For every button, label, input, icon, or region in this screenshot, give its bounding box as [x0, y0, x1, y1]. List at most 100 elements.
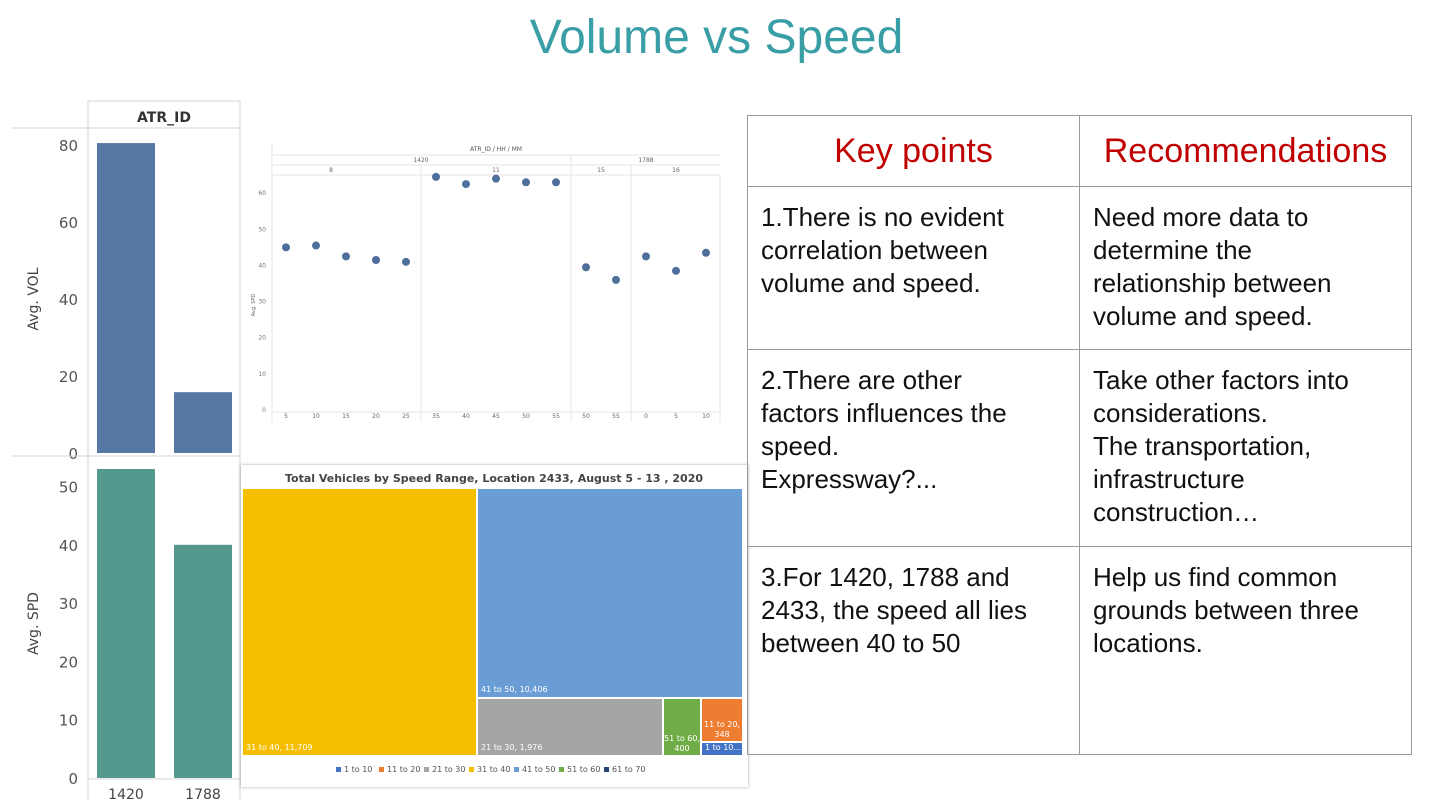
bar-1788 [174, 544, 232, 778]
scatter-point [402, 257, 410, 266]
y-tick-label: 50 [59, 478, 78, 496]
scatter-x-tick: 55 [612, 413, 620, 420]
scatter-y-tick: 0 [262, 407, 266, 414]
scatter-hh-label: 16 [672, 167, 680, 174]
recommendation-2: Take other factors into considerations. … [1079, 349, 1412, 547]
legend-label: 41 to 50 [522, 765, 555, 774]
slide-title: Volume vs Speed [529, 11, 904, 64]
header-key-points: Key points [747, 115, 1080, 187]
speed-range-treemap: Total Vehicles by Speed Range, Location … [243, 472, 742, 774]
scatter-y-tick: 40 [258, 262, 266, 269]
y-tick-label: 0 [68, 770, 78, 788]
legend-swatch [604, 767, 609, 772]
treemap-cell [478, 489, 742, 697]
scatter-x-tick: 50 [522, 413, 530, 420]
scatter-point [672, 266, 680, 275]
scatter-point [372, 256, 380, 265]
bar-1420 [97, 469, 155, 778]
scatter-x-tick: 45 [492, 413, 500, 420]
y-axis-label: Avg. VOL [26, 267, 42, 330]
scatter-x-tick: 55 [552, 413, 560, 420]
scatter-atr-label: 1788 [638, 157, 653, 164]
scatter-point [432, 172, 440, 181]
scatter-point [282, 243, 290, 252]
y-tick-label: 10 [59, 712, 78, 730]
treemap-cell-label: 31 to 40, 11,709 [246, 743, 313, 752]
treemap-cell-label: 348 [714, 730, 729, 739]
scatter-x-tick: 35 [432, 413, 440, 420]
scatter-point [612, 275, 620, 284]
scatter-hh-label: 15 [597, 167, 605, 174]
y-tick-label: 0 [68, 445, 78, 463]
legend-swatch [559, 767, 564, 772]
scatter-point [582, 263, 590, 272]
y-tick-label: 20 [59, 653, 78, 671]
legend-swatch [379, 767, 384, 772]
scatter-y-tick: 50 [258, 226, 266, 233]
scatter-point [642, 252, 650, 261]
scatter-x-tick: 20 [372, 413, 380, 420]
x-tick-label-1788: 1788 [185, 787, 221, 802]
legend-label: 11 to 20 [387, 765, 420, 774]
scatter-x-tick: 40 [462, 413, 470, 420]
treemap-cell [243, 489, 476, 755]
legend-label: 51 to 60 [567, 765, 600, 774]
scatter-atr-label: 1420 [413, 157, 428, 164]
scatter-x-tick: 50 [582, 413, 590, 420]
treemap-cell-label: 21 to 30, 1,976 [481, 743, 542, 752]
legend-label: 21 to 30 [432, 765, 465, 774]
treemap-cell-label: 41 to 50, 10,406 [481, 685, 548, 694]
y-tick-label: 40 [59, 537, 78, 555]
scatter-point [702, 248, 710, 257]
treemap-cell-label: 11 to 20, [704, 720, 740, 729]
legend-label: 1 to 10 [344, 765, 372, 774]
treemap-cell-label: 1 to 10... [705, 743, 741, 752]
scatter-point [312, 241, 320, 250]
header-recommendations: Recommendations [1079, 115, 1412, 187]
y-axis-label: Avg. SPD [26, 592, 42, 655]
scatter-y-tick: 10 [258, 371, 266, 378]
y-tick-label: 30 [59, 595, 78, 613]
scatter-point [552, 178, 560, 187]
scatter-x-tick: 5 [674, 413, 678, 420]
bar-1420 [97, 143, 155, 453]
recommendation-1: Need more data to determine the relation… [1079, 186, 1412, 350]
legend-label: 31 to 40 [477, 765, 510, 774]
y-tick-label: 20 [59, 368, 78, 386]
y-tick-label: 80 [59, 137, 78, 155]
treemap-cell [702, 699, 742, 741]
scatter-x-tick: 25 [402, 413, 410, 420]
atr-bar-charts: ATR_ID 0 20 40 60 80 Avg. VOL 0 10 20 30 40 50 Avg. S… [12, 100, 241, 802]
recommendation-3: Help us find common grounds between thre… [1079, 546, 1412, 755]
legend-swatch [514, 767, 519, 772]
key-points-table: Key points Recommendations 1.There is no… [747, 115, 1412, 755]
scatter-point [522, 178, 530, 187]
scatter-y-label: Avg. SPD [251, 294, 257, 317]
scatter-x-tick: 15 [342, 413, 350, 420]
key-point-1: 1.There is no evident correlation betwee… [747, 186, 1080, 350]
legend-swatch [424, 767, 429, 772]
y-tick-label: 60 [59, 214, 78, 232]
key-point-2: 2.There are other factors influences the… [747, 349, 1080, 547]
scatter-x-tick: 10 [702, 413, 710, 420]
scatter-x-tick: 0 [644, 413, 648, 420]
scatter-y-tick: 30 [258, 299, 266, 306]
scatter-x-tick: 10 [312, 413, 320, 420]
key-point-3: 3.For 1420, 1788 and 2433, the speed all… [747, 546, 1080, 755]
treemap-frame: Total Vehicles by Speed Range, Location … [241, 465, 748, 787]
treemap-title: Total Vehicles by Speed Range, Location … [285, 472, 703, 485]
treemap-cell-label: 51 to 60, [664, 734, 700, 743]
treemap-cell [664, 699, 700, 755]
scatter-y-tick: 20 [258, 335, 266, 342]
y-tick-label: 40 [59, 291, 78, 309]
scatter-point [462, 180, 470, 189]
x-tick-label-1420: 1420 [108, 787, 144, 802]
legend-label: 61 to 70 [612, 765, 645, 774]
treemap-cell [478, 699, 662, 755]
scatter-hh-label: 8 [329, 167, 333, 174]
atr-id-header: ATR_ID [137, 110, 191, 126]
scatter-point [342, 252, 350, 261]
treemap-cell-label: 400 [674, 744, 689, 753]
legend-swatch [336, 767, 341, 772]
